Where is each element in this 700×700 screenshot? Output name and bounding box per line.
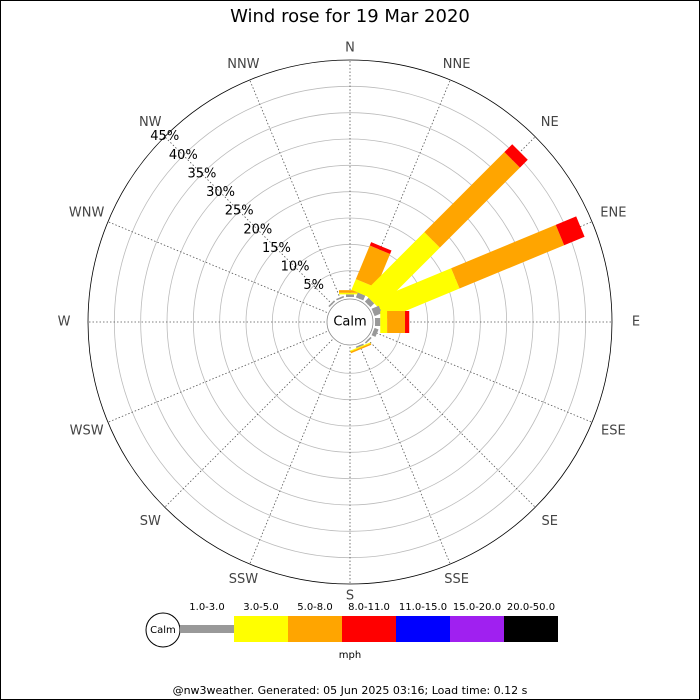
bar-segment: [355, 245, 391, 288]
spoke: [107, 221, 328, 313]
grid-ring: [87, 59, 613, 585]
r-tick-label: 35%: [188, 166, 217, 181]
bar-segment: [380, 311, 388, 333]
r-tick-label: 40%: [169, 148, 198, 163]
grid-ring: [192, 164, 508, 480]
spoke: [164, 136, 333, 305]
direction-label: SE: [542, 514, 558, 529]
legend-label: 11.0-15.0: [399, 602, 447, 613]
bar-segment: [339, 292, 361, 295]
legend-swatch: [450, 616, 504, 642]
bar-segment: [424, 152, 520, 248]
bar-segment: [405, 311, 410, 333]
r-tick-label: 5%: [303, 278, 324, 293]
direction-label: W: [58, 315, 71, 330]
direction-label: WSW: [70, 424, 104, 439]
direction-label: N: [345, 41, 355, 56]
bar-segment: [364, 336, 372, 344]
direction-label: NNW: [227, 57, 259, 72]
r-tick-label: 15%: [262, 241, 291, 256]
bar-segment: [369, 242, 392, 254]
direction-label: ENE: [600, 205, 626, 220]
direction-label: ESE: [601, 424, 626, 439]
direction-label: SSW: [229, 572, 259, 587]
calm-label: Calm: [333, 315, 366, 330]
legend-label: 8.0-11.0: [348, 602, 390, 613]
spoke: [107, 331, 328, 423]
legend-swatch: [180, 625, 234, 633]
bar-segment: [555, 216, 585, 246]
direction-label: WNW: [69, 205, 105, 220]
direction-label: SW: [140, 514, 161, 529]
spoke: [249, 344, 341, 565]
legend-label: 5.0-8.0: [297, 602, 332, 613]
r-tick-label: 20%: [243, 222, 272, 237]
direction-label: S: [346, 589, 354, 604]
calm-circle: [326, 298, 374, 346]
grid-ring: [140, 112, 560, 532]
footer: @nw3weather. Generated: 05 Jun 2025 03:1…: [173, 684, 528, 697]
r-tick-label: 10%: [281, 260, 310, 275]
bar-segment: [364, 297, 375, 308]
legend-label: 3.0-5.0: [243, 602, 278, 613]
bar-segment: [355, 292, 366, 301]
legend-calm-label: Calm: [150, 625, 176, 636]
legend-label: 1.0-3.0: [189, 602, 224, 613]
legend-unit: mph: [339, 650, 361, 661]
direction-label: NW: [139, 115, 162, 130]
bar-segment: [504, 144, 528, 168]
legend-label: 20.0-50.0: [507, 602, 555, 613]
legend-label: 15.0-20.0: [453, 602, 501, 613]
grid-ring: [245, 217, 455, 427]
legend-swatch: [234, 616, 288, 642]
direction-label: NNE: [443, 57, 471, 72]
legend-swatch: [342, 616, 396, 642]
legend-swatch: [504, 616, 558, 642]
legend-swatch: [288, 616, 342, 642]
legend-swatch: [396, 616, 450, 642]
bar-segment: [346, 294, 354, 297]
bar-segment: [350, 342, 371, 352]
r-tick-label: 45%: [150, 129, 179, 144]
bar-segment: [451, 224, 565, 289]
bar-segment: [339, 290, 361, 293]
direction-label: E: [632, 315, 640, 330]
direction-label: NE: [541, 115, 559, 130]
spoke: [164, 339, 333, 508]
chart-title: Wind rose for 19 Mar 2020: [230, 6, 470, 27]
spoke: [359, 344, 451, 565]
direction-label: SSE: [444, 572, 469, 587]
spoke: [249, 79, 341, 300]
bar-segment: [371, 305, 382, 317]
bar-segment: [387, 311, 406, 333]
bar-segment: [371, 327, 379, 337]
spoke: [372, 331, 593, 423]
bar-segment: [375, 318, 381, 326]
r-tick-label: 25%: [225, 204, 254, 219]
bar-segment: [355, 343, 364, 349]
spoke: [367, 339, 536, 508]
bar-segment: [328, 300, 336, 308]
bar-segment: [376, 268, 460, 320]
bar-segment: [350, 343, 372, 354]
r-tick-label: 30%: [206, 185, 235, 200]
bar-segment: [336, 295, 345, 301]
bar-segment: [363, 232, 440, 309]
